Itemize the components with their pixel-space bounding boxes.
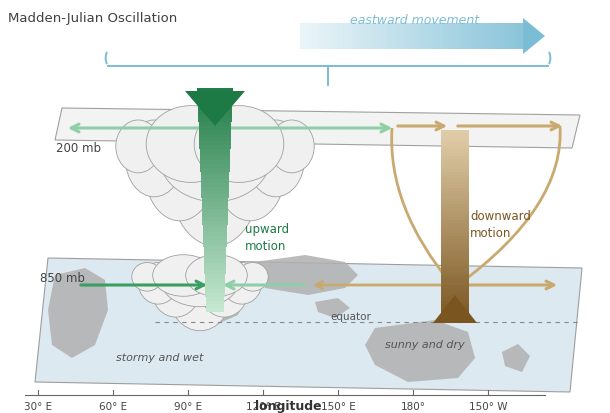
Polygon shape: [315, 298, 350, 318]
Polygon shape: [35, 258, 582, 392]
Text: longitude: longitude: [255, 400, 321, 413]
Ellipse shape: [222, 263, 262, 304]
Ellipse shape: [145, 120, 215, 221]
Ellipse shape: [270, 120, 314, 173]
Text: 850 mb: 850 mb: [40, 271, 85, 285]
Ellipse shape: [169, 259, 231, 331]
Ellipse shape: [152, 255, 214, 296]
Ellipse shape: [152, 263, 200, 317]
Polygon shape: [365, 320, 475, 382]
Polygon shape: [185, 263, 250, 325]
Ellipse shape: [162, 257, 239, 307]
Text: 150° E: 150° E: [321, 402, 356, 412]
Text: 180°: 180°: [401, 402, 426, 412]
Polygon shape: [502, 344, 530, 372]
Ellipse shape: [170, 114, 260, 246]
Polygon shape: [523, 18, 545, 54]
Ellipse shape: [132, 263, 163, 291]
Polygon shape: [433, 295, 477, 323]
Ellipse shape: [126, 120, 183, 197]
Text: 60° E: 60° E: [99, 402, 127, 412]
Ellipse shape: [247, 120, 304, 197]
Ellipse shape: [237, 263, 268, 291]
Text: 90° E: 90° E: [174, 402, 202, 412]
Polygon shape: [255, 255, 358, 295]
Text: eastward movement: eastward movement: [350, 14, 479, 26]
Ellipse shape: [146, 106, 236, 183]
Text: equator: equator: [330, 312, 371, 322]
Text: upward
motion: upward motion: [245, 223, 289, 253]
Text: 120° E: 120° E: [246, 402, 281, 412]
Text: 150° W: 150° W: [468, 402, 508, 412]
Ellipse shape: [215, 120, 285, 221]
Polygon shape: [185, 91, 245, 126]
Text: Madden-Julian Oscillation: Madden-Julian Oscillation: [8, 12, 178, 25]
Ellipse shape: [159, 110, 271, 202]
Text: stormy and wet: stormy and wet: [117, 353, 204, 363]
Text: 30° E: 30° E: [24, 402, 52, 412]
Polygon shape: [55, 108, 580, 148]
Ellipse shape: [200, 263, 248, 317]
Text: 200 mb: 200 mb: [56, 142, 101, 154]
Polygon shape: [48, 268, 108, 358]
Text: downward
motion: downward motion: [470, 210, 531, 240]
Ellipse shape: [185, 255, 247, 296]
Text: sunny and dry: sunny and dry: [385, 340, 465, 350]
Ellipse shape: [194, 106, 284, 183]
Ellipse shape: [116, 120, 160, 173]
Ellipse shape: [138, 263, 178, 304]
